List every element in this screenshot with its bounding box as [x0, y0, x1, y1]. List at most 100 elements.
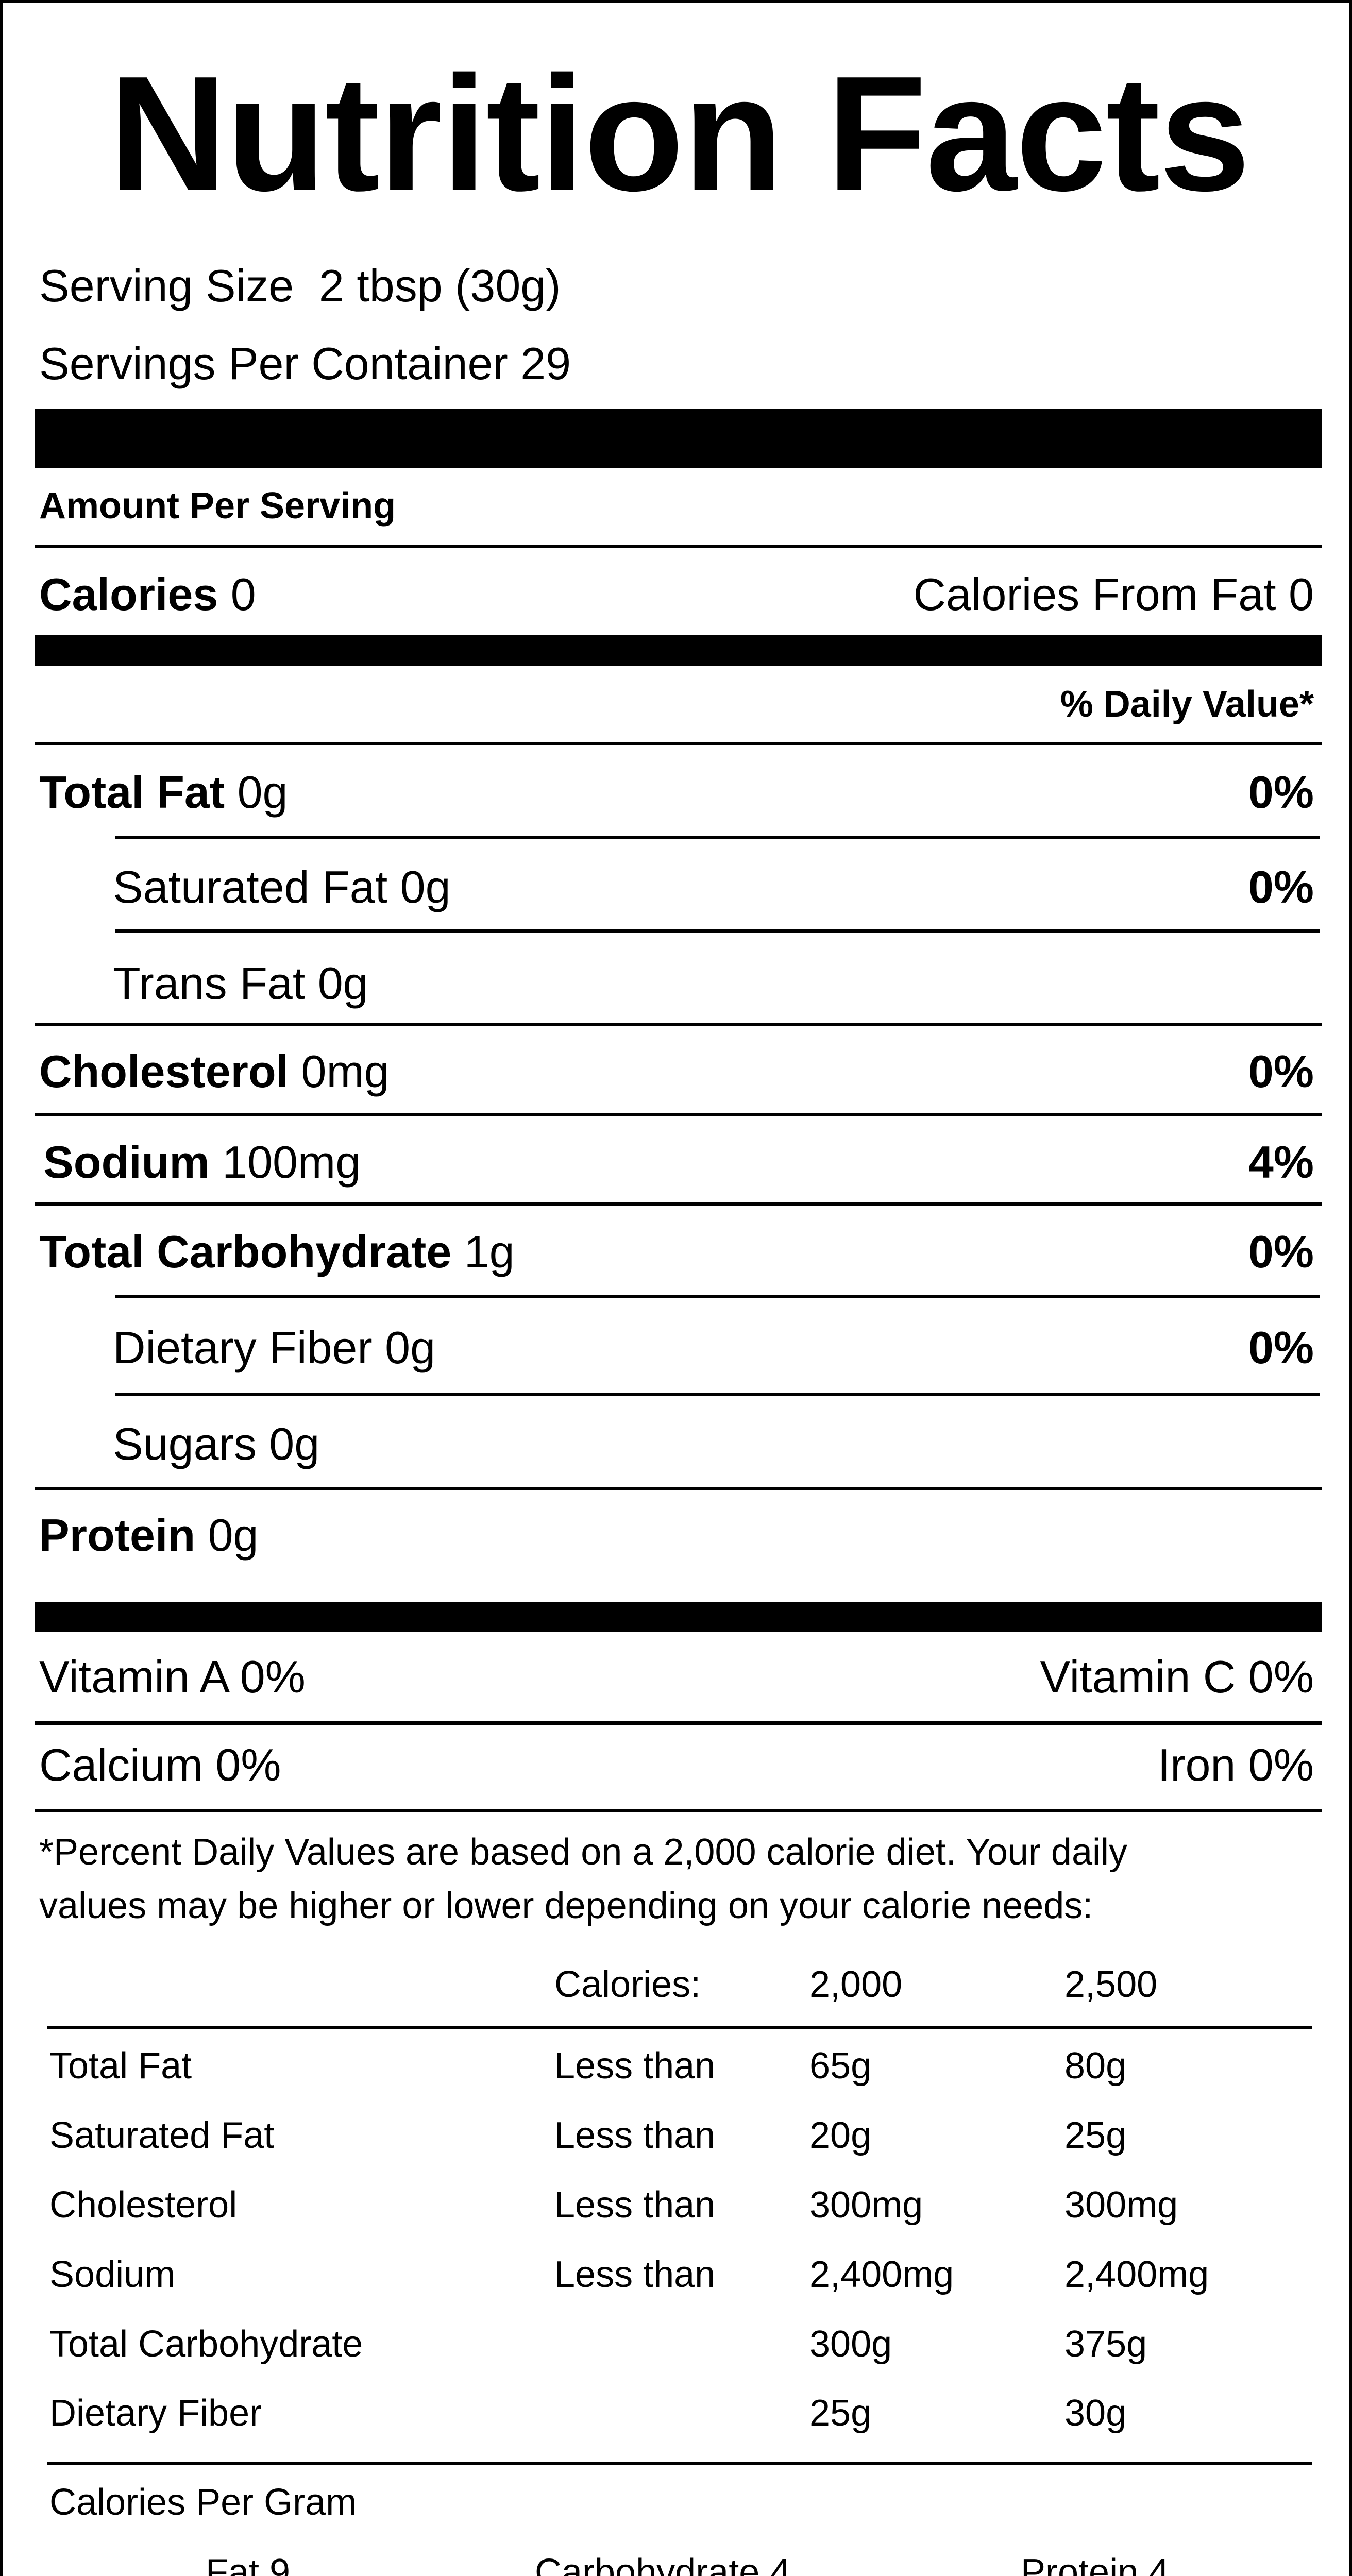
ref-row-name: Saturated Fat [49, 2115, 275, 2156]
ref-row-qualifier: Less than [554, 2254, 716, 2295]
divider [35, 1487, 1322, 1490]
divider [35, 1809, 1322, 1812]
nutrient-row-total-carbohydrate: Total Carbohydrate 1g [39, 1229, 515, 1275]
serving-size-value: 2 tbsp (30g) [318, 260, 561, 311]
nutrient-row-dietary-fiber: Dietary Fiber 0g [113, 1325, 435, 1370]
calories-per-gram-fat: Fat 9 [206, 2552, 291, 2576]
ref-row-2000: 2,400mg [809, 2254, 954, 2295]
divider [35, 1113, 1322, 1116]
serving-size: Serving Size 2 tbsp (30g) [39, 263, 561, 309]
nutrient-dv: 4% [1248, 1137, 1314, 1188]
nutrient-amount: 0g [385, 1322, 436, 1373]
ref-row-qualifier: Less than [554, 2045, 716, 2087]
nutrient-dv: 0% [1248, 1046, 1314, 1097]
nutrient-name: Total Carbohydrate [39, 1226, 452, 1277]
divider [35, 742, 1322, 745]
nutrient-row-protein: Protein 0g [39, 1513, 259, 1558]
nutrient-name: Total Fat [39, 767, 225, 818]
label-title: Nutrition Facts [109, 42, 1250, 225]
ref-row-2500: 25g [1064, 2115, 1127, 2156]
ref-table-divider [47, 2026, 1312, 2029]
calories-from-fat-label: Calories From Fat [913, 569, 1276, 620]
amount-per-serving: Amount Per Serving [39, 485, 396, 527]
serving-size-label: Serving Size [39, 260, 294, 311]
nutrient-dv: 0% [1248, 861, 1314, 912]
ref-row-qualifier: Less than [554, 2184, 716, 2226]
nutrient-name: Cholesterol [39, 1046, 289, 1097]
divider [35, 1023, 1322, 1026]
vitamin-a: Vitamin A 0% [39, 1651, 306, 1702]
nutrient-amount: 0g [237, 767, 288, 818]
ref-row-2000: 20g [809, 2115, 872, 2156]
ref-row-2000: 25g [809, 2393, 872, 2434]
calories-per-gram-divider [47, 2462, 1312, 2465]
nutrient-dv: 0% [1248, 1322, 1314, 1373]
calories-per-gram-carbohydrate: Carbohydrate 4 [535, 2552, 791, 2576]
nutrient-name: Saturated Fat [113, 861, 388, 912]
divider [35, 545, 1322, 548]
nutrient-amount: 0g [317, 958, 368, 1009]
ref-row-2000: 65g [809, 2045, 872, 2087]
ref-row-2500: 300mg [1064, 2184, 1178, 2226]
medium-divider [35, 635, 1322, 666]
thick-divider [35, 409, 1322, 468]
ref-row-2500: 2,400mg [1064, 2254, 1209, 2295]
nutrient-name: Sodium [43, 1137, 210, 1188]
daily-value-header: % Daily Value* [1060, 684, 1314, 725]
calories-from-fat-value: 0 [1289, 569, 1314, 620]
ref-row-2000: 300mg [809, 2184, 923, 2226]
nutrient-amount: 0g [269, 1418, 320, 1469]
nutrient-name: Sugars [113, 1418, 257, 1469]
medium-divider [35, 1602, 1322, 1632]
ref-row-name: Dietary Fiber [49, 2393, 262, 2434]
footnote-line-2: values may be higher or lower depending … [39, 1885, 1093, 1926]
divider [115, 1295, 1320, 1298]
ref-row-qualifier: Less than [554, 2115, 716, 2156]
calories-label: Calories [39, 569, 218, 620]
ref-row-name: Cholesterol [49, 2184, 238, 2226]
ref-row-name: Sodium [49, 2254, 176, 2295]
iron: Iron 0% [1157, 1739, 1314, 1790]
divider [115, 929, 1320, 933]
ref-row-2500: 80g [1064, 2045, 1127, 2087]
ref-row-name: Total Carbohydrate [49, 2324, 363, 2365]
divider [35, 1721, 1322, 1725]
servings-per-container: Servings Per Container 29 [39, 341, 571, 386]
nutrient-amount: 0g [400, 861, 451, 912]
calcium: Calcium 0% [39, 1739, 281, 1790]
nutrient-row-total-fat: Total Fat 0g [39, 770, 288, 815]
ref-row-2500: 30g [1064, 2393, 1127, 2434]
calories-value: 0 [230, 569, 256, 620]
nutrient-amount: 0g [208, 1510, 259, 1561]
nutrient-row-cholesterol: Cholesterol 0mg [39, 1049, 390, 1094]
nutrient-name: Protein [39, 1510, 196, 1561]
nutrient-name: Trans Fat [113, 958, 306, 1009]
ref-row-2000: 300g [809, 2324, 892, 2365]
calories-per-gram-label: Calories Per Gram [49, 2482, 357, 2523]
nutrient-dv: 0% [1248, 1226, 1314, 1277]
nutrient-amount: 100mg [222, 1137, 361, 1188]
nutrient-amount: 0mg [301, 1046, 390, 1097]
vitamin-c: Vitamin C 0% [1040, 1651, 1314, 1702]
nutrient-row-saturated-fat: Saturated Fat 0g [113, 865, 451, 910]
servings-per-container-label: Servings Per Container [39, 338, 508, 389]
nutrient-row-sodium: Sodium 100mg [43, 1140, 361, 1185]
calories-per-gram-protein: Protein 4 [1021, 2552, 1170, 2576]
ref-header-2000: 2,000 [809, 1964, 903, 2005]
divider [115, 836, 1320, 839]
divider [35, 1202, 1322, 1206]
calories-row: Calories 0 [39, 572, 256, 617]
servings-per-container-value: 29 [520, 338, 571, 389]
ref-header-calories: Calories: [554, 1964, 701, 2005]
ref-row-name: Total Fat [49, 2045, 192, 2087]
nutrient-row-sugars: Sugars 0g [113, 1421, 319, 1467]
calories-from-fat: Calories From Fat 0 [913, 572, 1314, 617]
nutrient-dv: 0% [1248, 767, 1314, 818]
nutrient-amount: 1g [464, 1226, 515, 1277]
ref-header-2500: 2,500 [1064, 1964, 1158, 2005]
nutrient-row-trans-fat: Trans Fat 0g [113, 961, 368, 1006]
nutrient-name: Dietary Fiber [113, 1322, 373, 1373]
divider [115, 1393, 1320, 1396]
ref-row-2500: 375g [1064, 2324, 1147, 2365]
